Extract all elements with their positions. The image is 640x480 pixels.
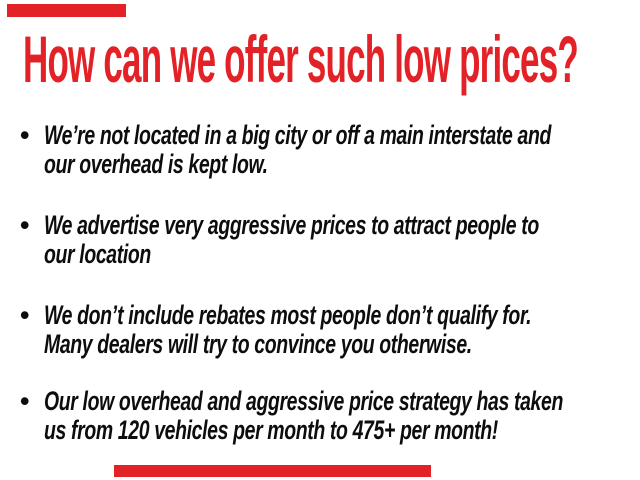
bullet-dot-icon: • [20,300,30,330]
list-item: • We don’t include rebates most people d… [18,301,640,359]
bullet-text: Our low overhead and aggressive price st… [44,387,640,445]
bullet-text: We advertise very aggressive prices to a… [44,211,640,269]
bullet-dot-icon: • [20,120,30,150]
bullet-line: our location [44,239,151,269]
page-title-text: How can we offer such low prices? [23,22,579,96]
bullet-dot-icon: • [20,210,30,240]
list-item: • Our low overhead and aggressive price … [18,387,640,445]
bullet-dot-icon: • [20,386,30,416]
list-item: • We advertise very aggressive prices to… [18,211,640,269]
bullet-line: Our low overhead and aggressive price st… [44,386,563,416]
list-item: • We’re not located in a big city or off… [18,121,640,179]
bottom-redaction-bar [114,465,431,477]
bullet-text: We’re not located in a big city or off a… [44,121,640,179]
bullet-line: We don’t include rebates most people don… [44,300,532,330]
bullet-line: Many dealers will try to convince you ot… [44,329,472,359]
bullet-line: We’re not located in a big city or off a… [44,120,551,150]
page-title: How can we offer such low prices? [23,26,640,92]
bullet-line: We advertise very aggressive prices to a… [44,210,539,240]
bullet-line: us from 120 vehicles per month to 475+ p… [44,415,498,445]
bullet-line: our overhead is kept low. [44,149,268,179]
top-left-redaction-bar [7,4,126,17]
bullet-text: We don’t include rebates most people don… [44,301,640,359]
